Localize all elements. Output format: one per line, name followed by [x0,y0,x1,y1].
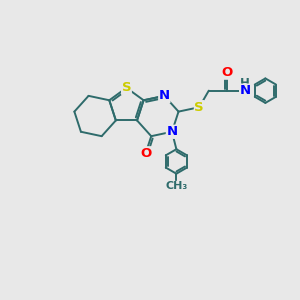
Text: CH₃: CH₃ [165,182,188,191]
Text: N: N [240,84,251,97]
Text: H: H [240,77,250,90]
Text: O: O [222,66,233,79]
Text: S: S [194,101,204,114]
Text: N: N [167,125,178,138]
Text: N: N [159,89,170,102]
Text: O: O [140,147,151,160]
Text: S: S [122,81,131,94]
